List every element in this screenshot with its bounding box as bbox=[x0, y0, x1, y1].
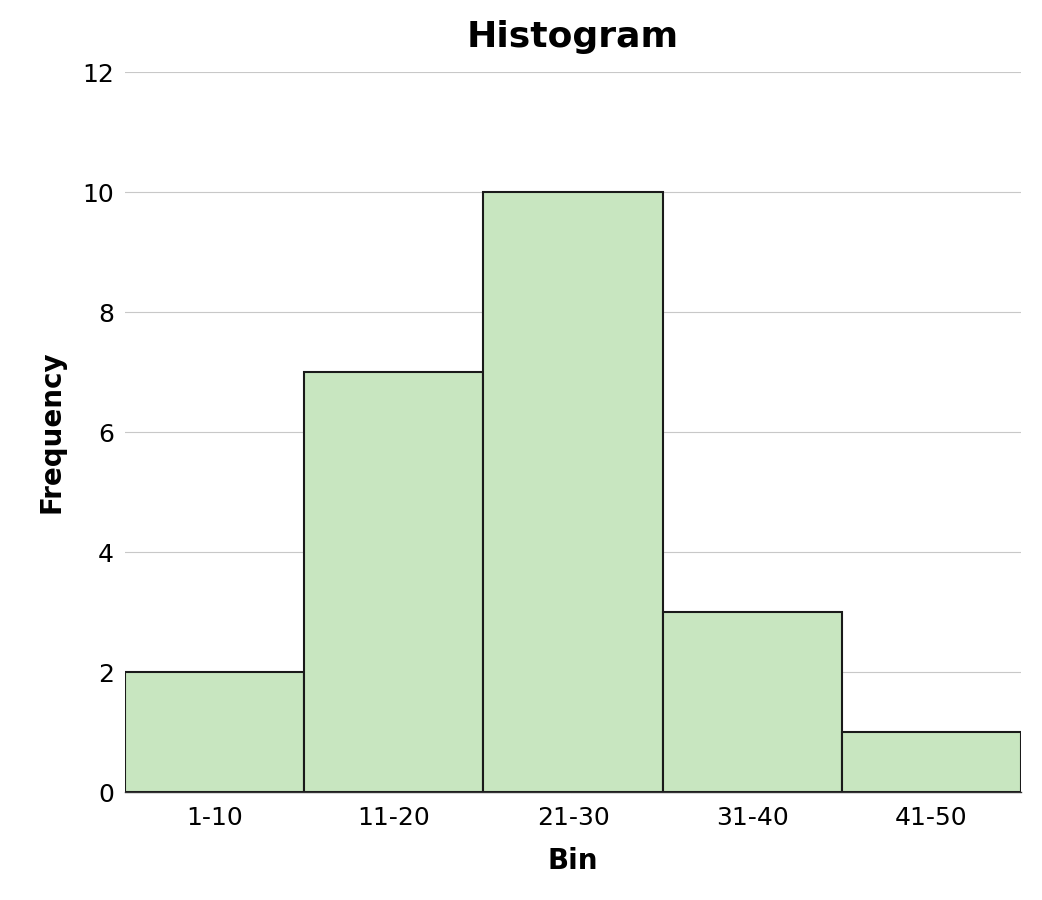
Bar bbox=[304, 372, 483, 792]
Y-axis label: Frequency: Frequency bbox=[38, 351, 66, 513]
Bar bbox=[483, 192, 663, 792]
Bar bbox=[663, 612, 842, 792]
Bar bbox=[842, 732, 1021, 792]
X-axis label: Bin: Bin bbox=[548, 847, 598, 875]
Title: Histogram: Histogram bbox=[467, 20, 679, 54]
Bar bbox=[125, 672, 304, 792]
